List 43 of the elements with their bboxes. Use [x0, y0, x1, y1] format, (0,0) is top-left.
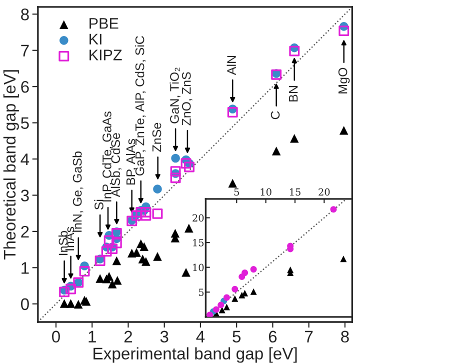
y-axis-title: Theoretical band gap [eV]	[3, 70, 19, 260]
x-tick-label: 15	[290, 188, 300, 196]
annotation: AlSb, CdSe	[110, 133, 122, 198]
x-tick-label: 7	[305, 330, 313, 342]
y-tick-label: 5	[198, 288, 204, 296]
legend-label: KI	[90, 34, 102, 44]
x-tick-label: 5	[234, 188, 239, 196]
annotation: GaN, TiO₂	[170, 68, 180, 124]
y-tick-label: 2	[21, 226, 29, 238]
annotation: Si	[94, 200, 104, 210]
y-tick-label: 1	[22, 262, 29, 274]
y-tick-label: 10	[193, 264, 204, 272]
y-tick-label: 20	[192, 214, 204, 222]
annotation: InAs	[65, 226, 74, 250]
y-tick-label: 8	[21, 8, 29, 20]
annotation: AlN	[226, 56, 236, 76]
x-tick-label: 5	[232, 330, 241, 343]
annotation: BN	[289, 86, 298, 102]
y-tick-label: 7	[21, 44, 29, 56]
annotation: ZnO, ZnS	[182, 72, 192, 126]
x-tick-label: 1	[88, 330, 96, 342]
y-tick-label: 4	[20, 154, 30, 166]
annotation: C	[270, 111, 280, 120]
annotation: BP, AlAs	[126, 138, 137, 185]
x-tick-label: 3	[160, 330, 168, 343]
legend-label: PBE	[90, 18, 118, 29]
x-axis-title: Experimental band gap [eV]	[94, 347, 297, 363]
annotation: InN, Ge, GaSb	[72, 152, 84, 232]
x-tick-label: 20	[318, 188, 330, 196]
legend-label: KIPZ	[90, 50, 122, 60]
x-tick-label: 2	[124, 330, 132, 342]
y-tick-label: 0	[20, 298, 29, 310]
annotation: ZnSe	[152, 122, 162, 152]
x-tick-label: 10	[260, 188, 272, 196]
annotation: GaP, ZnTe, AlP, CdS, SiC	[135, 36, 146, 176]
x-tick-label: 6	[268, 330, 277, 343]
x-tick-label: 8	[341, 330, 349, 343]
annotation: InSb	[58, 230, 68, 256]
y-tick-label: 6	[21, 80, 29, 93]
y-tick-label: 5	[20, 117, 29, 129]
annotation: MgO	[338, 68, 350, 94]
x-tick-label: 0	[52, 330, 60, 343]
y-tick-label: 15	[193, 239, 204, 246]
